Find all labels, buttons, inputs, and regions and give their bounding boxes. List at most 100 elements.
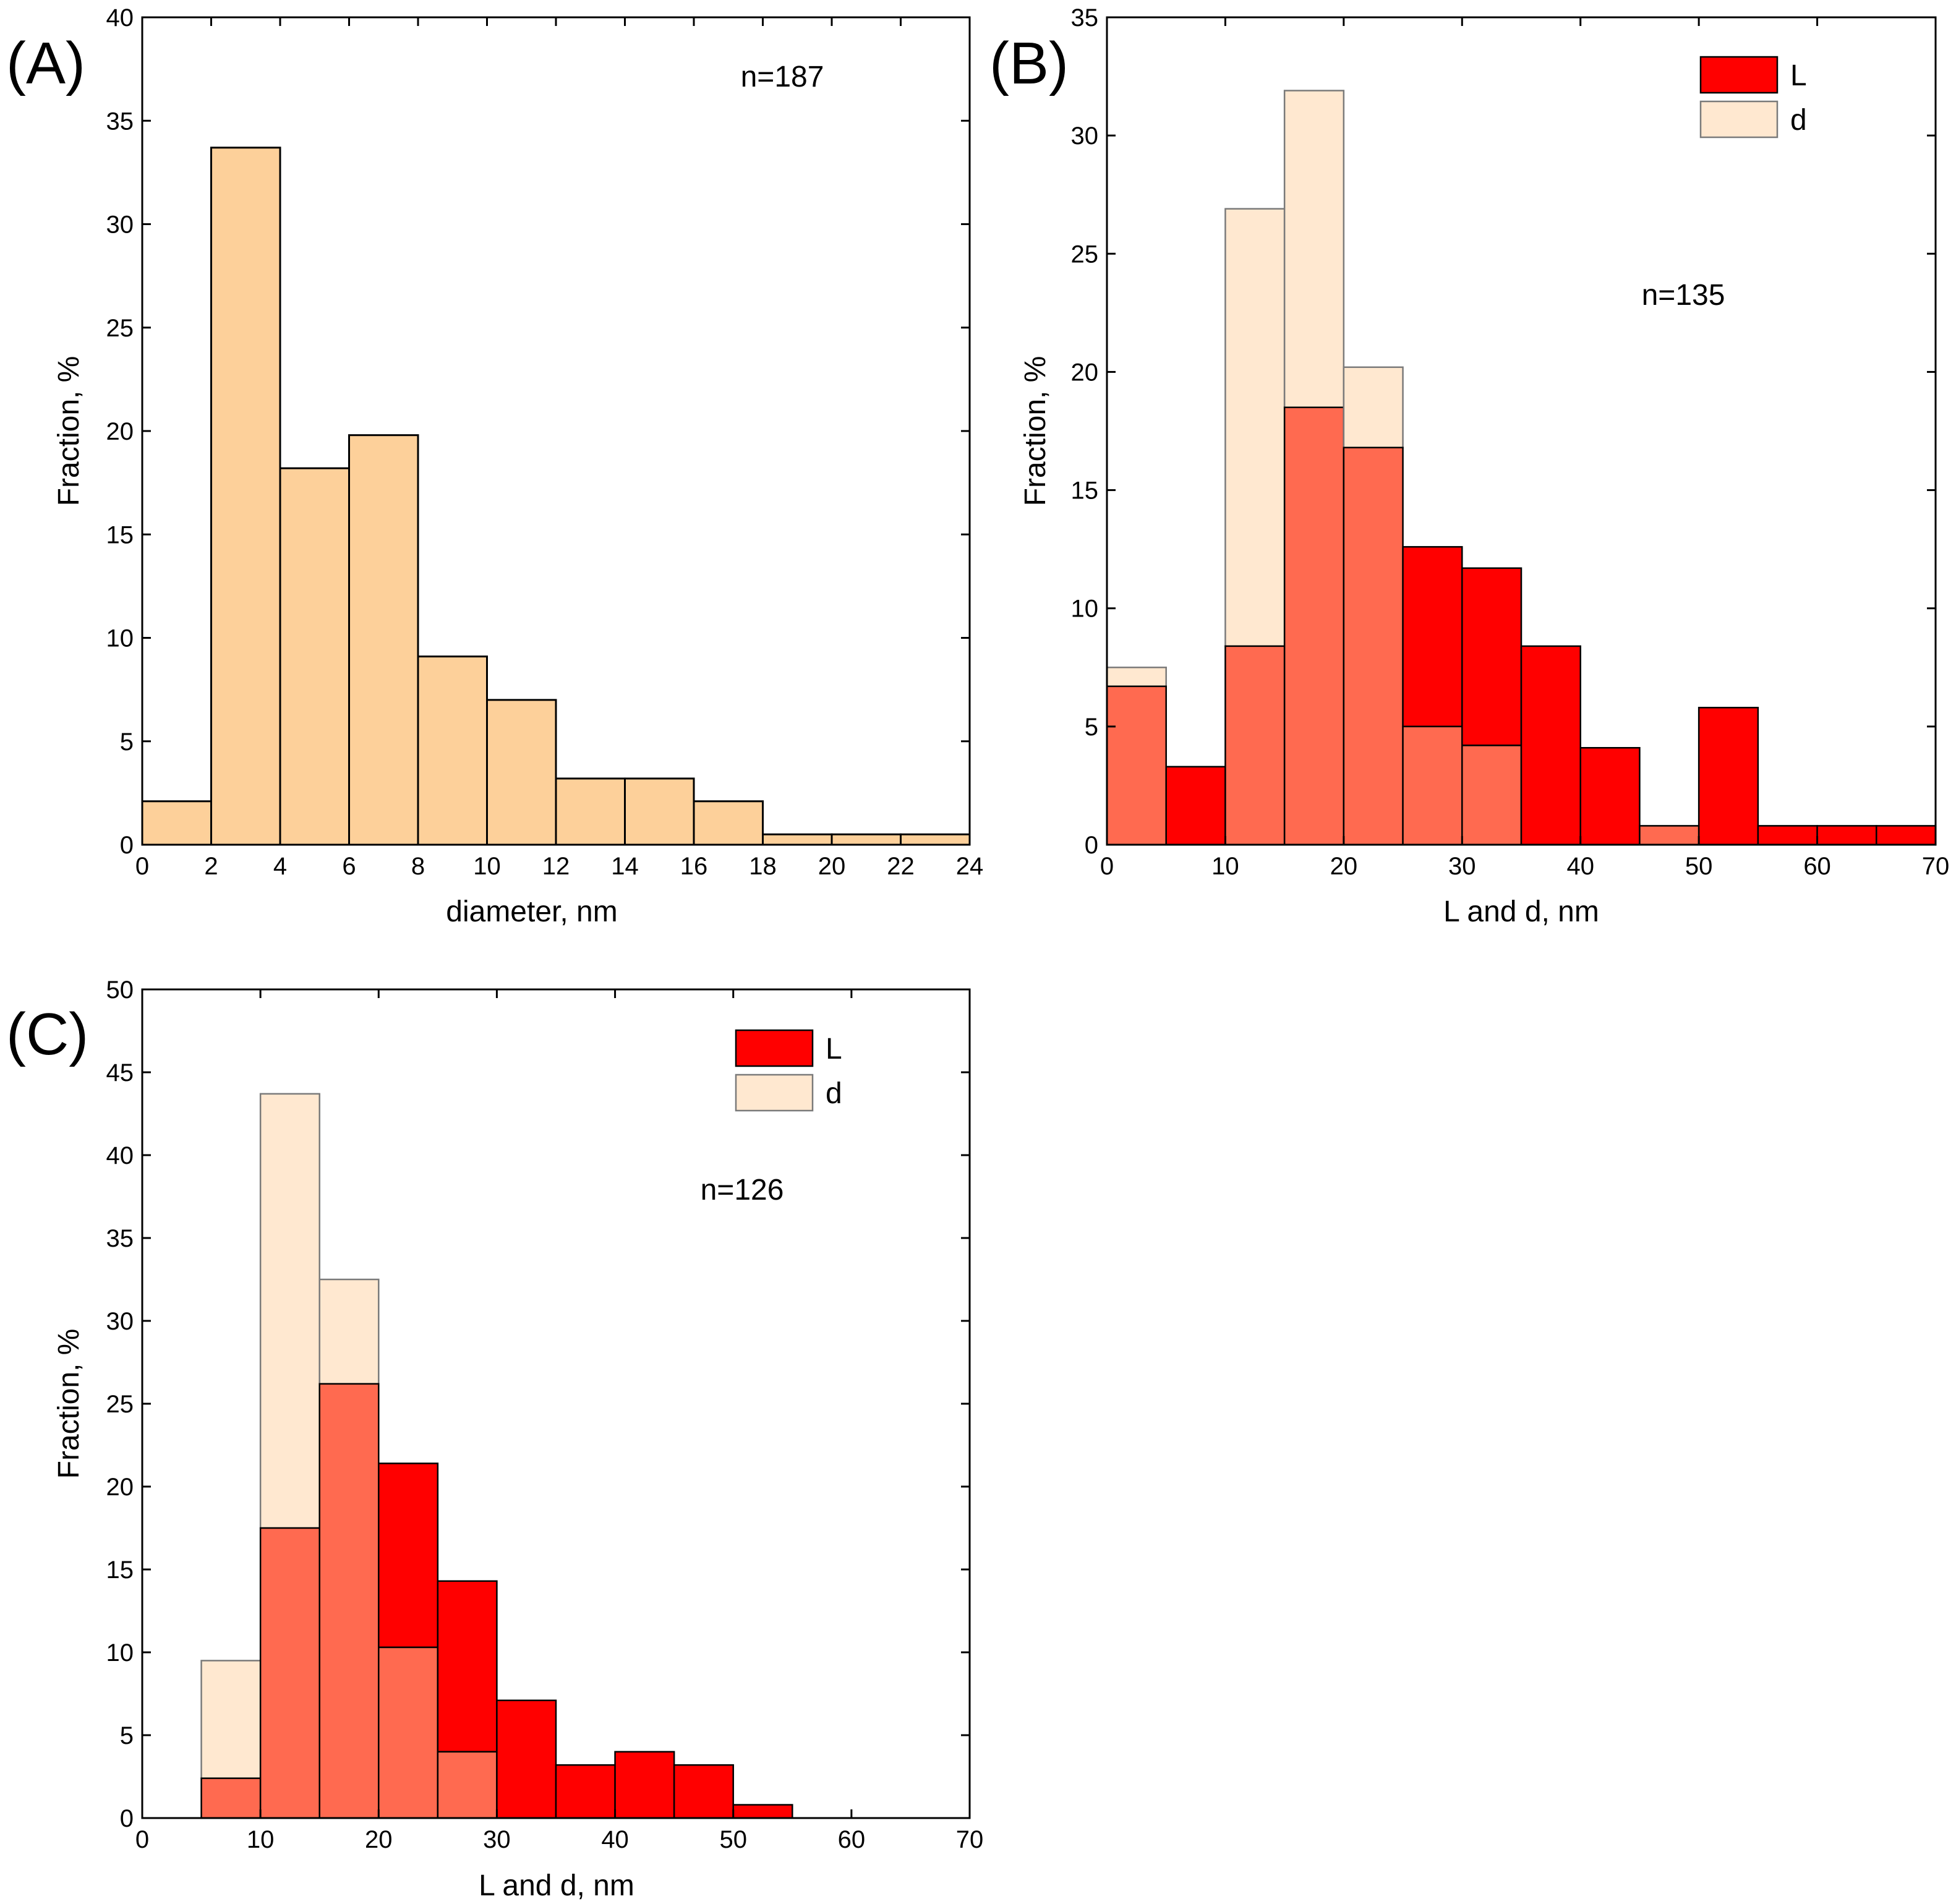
bar [210,147,281,846]
x-tick-label: 20 [1330,853,1358,880]
sample-size-annotation: n=126 [701,1174,784,1206]
bar [555,777,626,846]
x-tick-label: 40 [601,1826,629,1853]
bar-l [1816,825,1877,846]
bars-group [200,1093,793,1819]
bar [693,800,764,846]
bar-l [1402,546,1463,728]
x-tick-label: 20 [365,1826,393,1853]
x-tick-label: 0 [135,853,149,880]
y-axis-label: Fraction, % [53,356,85,506]
y-tick-label: 0 [120,832,134,859]
y-tick-label: 10 [106,625,134,652]
legend-swatch [735,1074,814,1112]
bar-overlap [437,1751,498,1819]
y-tick-label: 5 [120,728,134,756]
x-tick-label: 30 [483,1826,511,1853]
bar-l [496,1699,557,1819]
y-tick-label: 25 [106,315,134,342]
bar-overlap [318,1383,380,1819]
y-axis-label: Fraction, % [53,1329,85,1479]
y-tick-label: 25 [106,1391,134,1418]
bar [486,699,557,846]
legend-swatch [735,1029,814,1067]
bar-overlap [1343,446,1404,846]
y-tick-label: 35 [1071,4,1099,32]
plot-frame [1106,16,1937,846]
bar-overlap [1224,645,1286,846]
bar [831,833,902,846]
panel-b-histogram: 0 10 20 30 40 50 60 70 0 5 10 15 20 25 30 35 L and d, nm… [989,4,1949,928]
y-tick-label: 15 [106,1556,134,1584]
x-tick-label: 10 [247,1826,275,1853]
x-tick-label: 8 [411,853,425,880]
bar [624,777,695,846]
bar-overlap [378,1646,439,1819]
y-tick-label: 35 [106,1225,134,1252]
legend: Ld [735,1029,842,1112]
bar-l [1165,766,1226,846]
x-tick-label: 16 [680,853,708,880]
y-tick-label: 20 [1071,359,1099,386]
sample-size-annotation: n=135 [1642,279,1725,312]
x-tick-label: 10 [473,853,501,880]
bar-overlap [1461,745,1523,846]
bar-l [1698,707,1759,846]
legend-swatch [1699,100,1779,139]
bar-overlap [1639,825,1700,846]
y-tick-label: 15 [1071,477,1099,505]
legend: Ld [1699,56,1807,139]
bar-l [673,1764,734,1819]
panel-label: (A) [6,30,85,96]
x-axis-label: L and d, nm [479,1869,634,1902]
x-tick-label: 2 [204,853,218,880]
y-tick-label: 45 [106,1059,134,1086]
panel-label: (C) [6,1001,88,1067]
x-axis-label: L and d, nm [1443,895,1599,928]
x-axis-label: diameter, nm [446,895,617,928]
bar-l [1520,645,1581,846]
y-tick-label: 20 [106,1474,134,1501]
panel-label: (B) [989,30,1069,96]
bar-d [1283,90,1345,409]
bar-l [1757,825,1818,846]
bar-overlap [200,1777,262,1819]
legend-label: L [826,1033,842,1065]
x-tick-label: 0 [135,1826,149,1853]
bar [900,833,971,846]
bar [762,833,833,846]
y-axis: 0 5 10 15 20 25 30 35 40 45 50 [106,976,970,1832]
sample-size-annotation: n=187 [741,61,824,93]
y-tick-label: 5 [120,1722,134,1749]
legend-label: d [1790,104,1807,137]
x-tick-label: 70 [1922,853,1950,880]
bar-d [318,1278,380,1385]
bars-group [141,147,971,846]
y-tick-label: 25 [1071,241,1099,268]
bars-group [1106,90,1937,846]
x-axis: 0 10 20 30 40 50 60 70 [135,989,983,1853]
y-tick-label: 30 [106,1308,134,1335]
bar-overlap [259,1527,320,1819]
x-tick-label: 14 [611,853,639,880]
legend-label: L [1790,59,1807,92]
y-tick-label: 50 [106,976,134,1004]
x-tick-label: 70 [956,1826,984,1853]
panel-a-histogram: 0 2 4 6 8 10 12 14 16 18 20 22 240510152025303540dia… [6,4,983,928]
legend-swatch [1699,56,1779,94]
bar-overlap [1402,725,1463,846]
bar [417,655,488,846]
bar-overlap [1106,685,1167,846]
y-tick-label: 40 [106,4,134,32]
y-tick-label: 0 [120,1805,134,1832]
x-tick-label: 24 [956,853,984,880]
x-tick-label: 4 [273,853,287,880]
x-tick-label: 10 [1211,853,1239,880]
x-tick-label: 6 [342,853,356,880]
bar-l [1461,567,1523,746]
x-axis: 0 10 20 30 40 50 60 70 [1100,17,1949,880]
legend-label: d [826,1077,842,1110]
x-tick-label: 60 [838,1826,866,1853]
y-tick-label: 10 [106,1639,134,1667]
